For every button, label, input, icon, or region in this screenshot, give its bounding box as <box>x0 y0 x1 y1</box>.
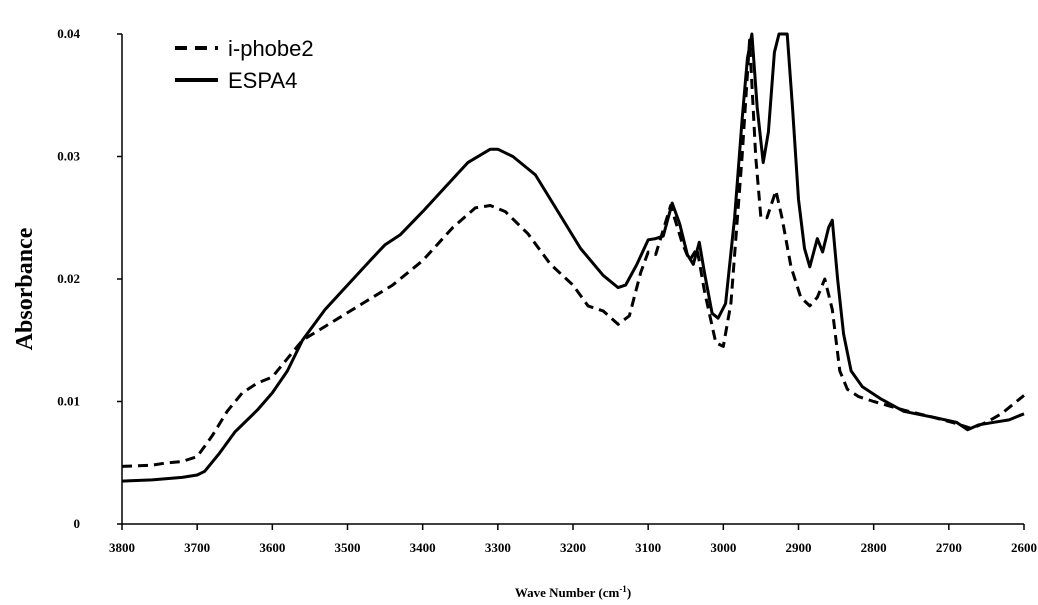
y-ticks: 0 0.01 0.02 0.03 0.04 <box>57 26 122 531</box>
y-axis-title: Absorbance <box>12 227 38 350</box>
x-tick-label: 3200 <box>560 540 586 555</box>
legend-label-espa4: ESPA4 <box>228 68 297 93</box>
legend-label-i-phobe2: i-phobe2 <box>228 36 314 61</box>
x-tick-label: 2700 <box>936 540 962 555</box>
x-tick-label: 3600 <box>259 540 285 555</box>
x-axis-title-close: ) <box>627 585 631 600</box>
x-tick-label: 3100 <box>635 540 661 555</box>
y-tick-label: 0 <box>74 516 81 531</box>
series-line-i-phobe2 <box>121 38 1025 468</box>
axes <box>121 34 1024 525</box>
series-layer <box>121 32 1025 483</box>
x-tick-label: 2600 <box>1011 540 1037 555</box>
legend: i-phobe2 ESPA4 <box>175 36 314 93</box>
x-tick-label: 3800 <box>109 540 135 555</box>
y-tick-label: 0.04 <box>57 26 80 41</box>
y-tick-label: 0.02 <box>57 271 80 286</box>
x-tick-label: 3000 <box>710 540 736 555</box>
x-tick-label: 3500 <box>335 540 361 555</box>
y-tick-label: 0.01 <box>57 394 80 409</box>
x-axis-title-sup: -1 <box>619 584 627 594</box>
x-ticks: 3800 3700 3600 3500 3400 3300 3200 3100 3000 2900… <box>109 524 1037 555</box>
x-axis-title: Wave Number (cm-1) <box>515 584 631 600</box>
x-tick-label: 3400 <box>410 540 436 555</box>
series-line-espa4 <box>121 32 1025 483</box>
x-tick-label: 2800 <box>861 540 887 555</box>
x-axis-title-main: Wave Number (cm <box>515 585 620 600</box>
x-tick-label: 3700 <box>184 540 210 555</box>
x-tick-label: 3300 <box>485 540 511 555</box>
y-tick-label: 0.03 <box>57 149 80 164</box>
x-tick-label: 2900 <box>786 540 812 555</box>
